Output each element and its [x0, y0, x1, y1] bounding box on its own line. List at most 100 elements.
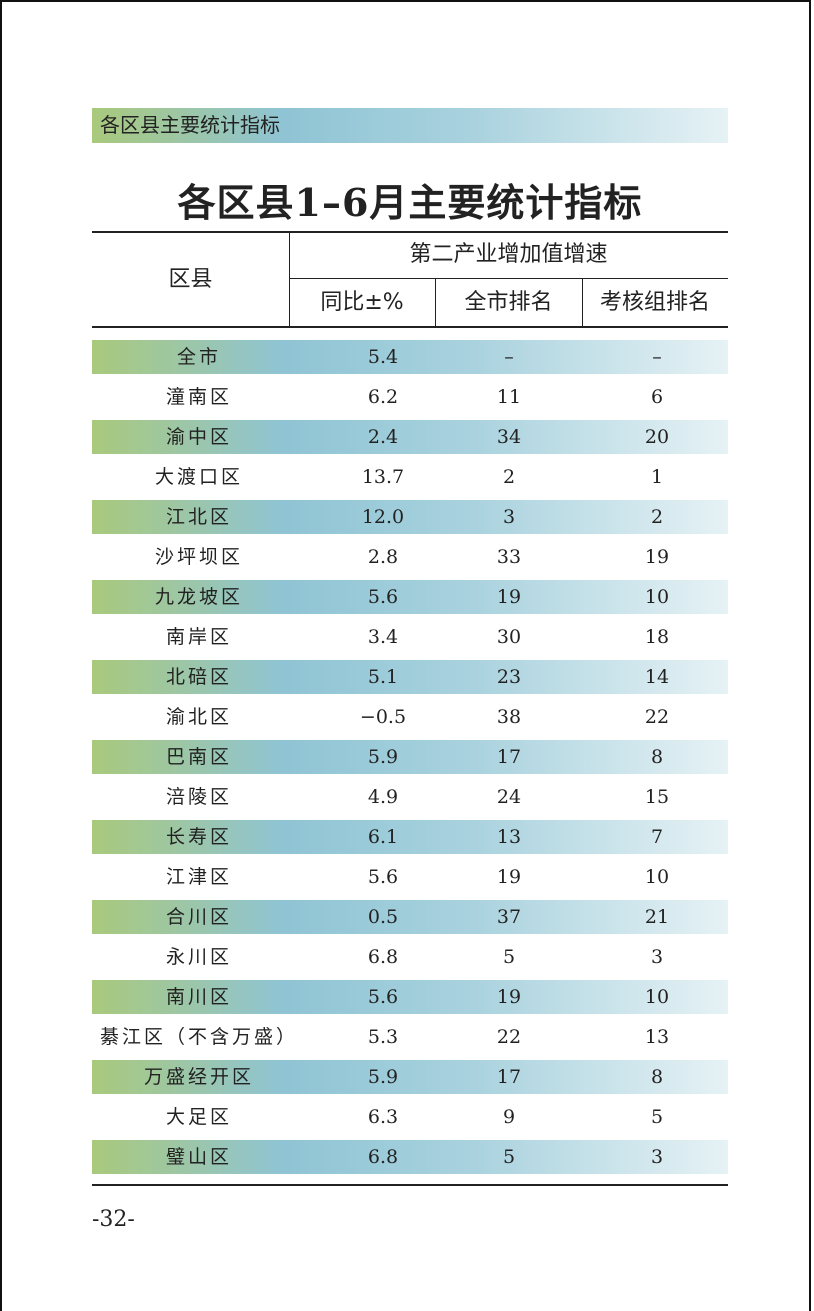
page-number: -32-	[92, 1207, 135, 1232]
district-name: 江津区	[165, 866, 232, 888]
column-header: 同比±%	[320, 290, 404, 315]
cell-value: 30	[496, 626, 522, 648]
cell-value: 13	[496, 826, 522, 848]
row-band	[92, 820, 728, 854]
district-name: 大足区	[165, 1106, 232, 1128]
cell-value: 20	[644, 426, 670, 448]
cell-value: 19	[496, 986, 522, 1008]
cell-value: 19	[496, 586, 522, 608]
cell-value: 5	[502, 946, 516, 968]
column-header: 区县	[168, 267, 213, 292]
cell-value: 37	[496, 906, 522, 928]
cell-value: 19	[644, 546, 670, 568]
cell-value: 5.6	[367, 586, 399, 608]
cell-value: 18	[644, 626, 670, 648]
cell-value: 5.9	[367, 1066, 399, 1088]
cell-value: 6.2	[367, 386, 399, 408]
district-name: 全市	[176, 346, 221, 368]
cell-value: 2	[502, 466, 516, 488]
cell-value: 7	[650, 826, 664, 848]
column-rule	[435, 279, 436, 327]
district-name: 北碚区	[165, 666, 232, 688]
column-group-header: 第二产业增加值增速	[409, 242, 608, 267]
cell-value: 6.3	[367, 1106, 399, 1128]
column-rule	[289, 232, 290, 327]
cell-value: 22	[644, 706, 670, 728]
cell-value: 2.8	[367, 546, 399, 568]
cell-value: 0.5	[367, 906, 399, 928]
cell-value: 5	[502, 1146, 516, 1168]
cell-value: 6.1	[367, 826, 399, 848]
column-header: 全市排名	[464, 290, 553, 315]
district-name: 綦江区（不含万盛）	[99, 1026, 298, 1048]
cell-value: 21	[644, 906, 670, 928]
cell-value: 6.8	[367, 946, 399, 968]
row-band	[92, 420, 728, 454]
cell-value: 3	[650, 946, 664, 968]
cell-value: 34	[496, 426, 522, 448]
table-bottom-rule	[92, 1184, 728, 1186]
section-title: 各区县主要统计指标	[100, 113, 280, 137]
cell-value: 15	[644, 786, 670, 808]
district-name: 江北区	[165, 506, 232, 528]
row-band	[92, 1140, 728, 1174]
cell-value: 3	[502, 506, 516, 528]
cell-value: 5.6	[367, 986, 399, 1008]
table-top-rule	[92, 231, 728, 233]
row-band	[92, 340, 728, 374]
district-name: 长寿区	[165, 826, 232, 848]
district-name: 南岸区	[165, 626, 232, 648]
cell-value: 13	[644, 1026, 670, 1048]
header-bottom-rule	[92, 326, 728, 328]
cell-value: 12.0	[361, 506, 405, 528]
cell-value: 6	[650, 386, 664, 408]
district-name: 永川区	[165, 946, 232, 968]
cell-value: 19	[496, 866, 522, 888]
row-band	[92, 740, 728, 774]
district-name: 潼南区	[165, 386, 232, 408]
district-name: 巴南区	[165, 746, 232, 768]
cell-value: 10	[644, 986, 670, 1008]
cell-value: 5.9	[367, 746, 399, 768]
cell-value: 5.6	[367, 866, 399, 888]
row-band	[92, 900, 728, 934]
district-name: 合川区	[165, 906, 232, 928]
cell-value: 9	[502, 1106, 516, 1128]
cell-value: −0.5	[359, 706, 407, 728]
cell-value: 33	[496, 546, 522, 568]
cell-value: –	[652, 346, 662, 368]
district-name: 璧山区	[165, 1146, 232, 1168]
cell-value: 2.4	[367, 426, 399, 448]
cell-value: 2	[650, 506, 664, 528]
cell-value: 24	[496, 786, 522, 808]
row-band	[92, 660, 728, 694]
cell-value: 23	[496, 666, 522, 688]
district-name: 九龙坡区	[154, 586, 243, 608]
district-name: 大渡口区	[154, 466, 243, 488]
cell-value: 8	[650, 746, 664, 768]
cell-value: 11	[496, 386, 522, 408]
section-band	[92, 108, 728, 143]
column-header: 考核组排名	[599, 290, 710, 315]
column-rule	[582, 279, 583, 327]
page-title: 各区县1–6月主要统计指标	[177, 180, 643, 225]
district-name: 万盛经开区	[143, 1066, 254, 1088]
cell-value: 38	[496, 706, 522, 728]
cell-value: 3.4	[367, 626, 399, 648]
cell-value: 5.1	[367, 666, 399, 688]
cell-value: 5.4	[367, 346, 399, 368]
cell-value: 22	[496, 1026, 522, 1048]
cell-value: 17	[496, 746, 522, 768]
district-name: 渝中区	[165, 426, 232, 448]
cell-value: 3	[650, 1146, 664, 1168]
cell-value: 13.7	[361, 466, 405, 488]
cell-value: 17	[496, 1066, 522, 1088]
district-name: 南川区	[165, 986, 232, 1008]
row-band	[92, 980, 728, 1014]
cell-value: 6.8	[367, 1146, 399, 1168]
cell-value: 10	[644, 586, 670, 608]
cell-value: 1	[650, 466, 664, 488]
row-band	[92, 580, 728, 614]
district-name: 沙坪坝区	[154, 546, 243, 568]
